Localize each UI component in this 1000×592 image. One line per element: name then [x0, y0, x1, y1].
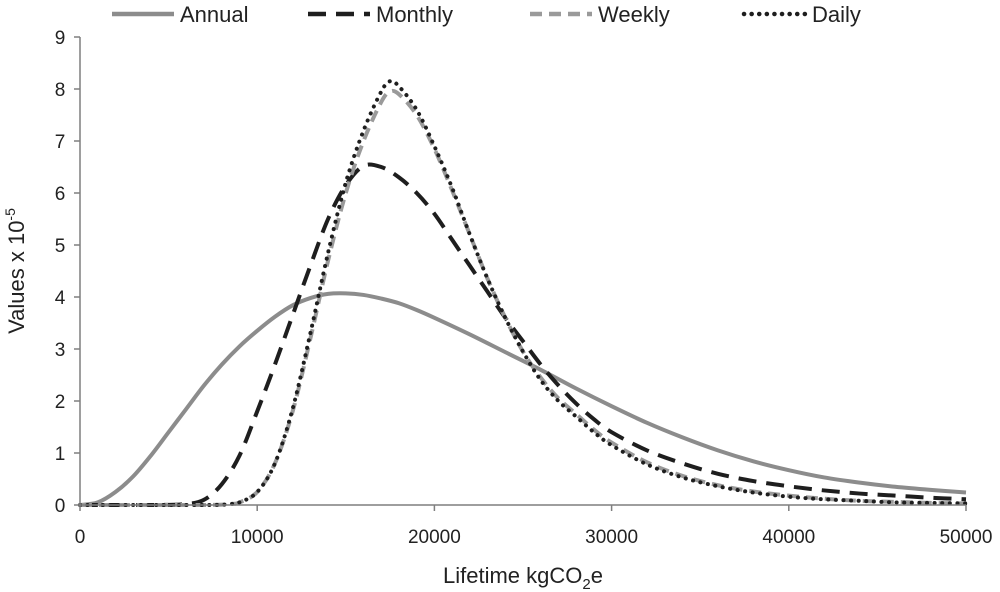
y-tick-label: 5	[55, 236, 66, 257]
axis-ticks	[74, 36, 967, 511]
legend-label-daily: Daily	[812, 2, 861, 27]
y-tick-label: 3	[55, 340, 66, 361]
legend-label-weekly: Weekly	[598, 2, 670, 27]
y-tick-label: 2	[55, 392, 66, 413]
legend-label-annual: Annual	[180, 2, 249, 27]
series-line-daily	[78, 78, 968, 508]
y-tick-label: 4	[55, 288, 66, 309]
y-tick-label: 7	[55, 132, 66, 153]
series-lines	[78, 78, 968, 508]
x-axis-title: Lifetime kgCO2e	[443, 563, 603, 592]
y-tick-label: 8	[55, 80, 66, 101]
x-tick-label: 30000	[585, 527, 638, 548]
legend: Annual Monthly Weekly Daily	[112, 2, 861, 27]
x-tick-label: 50000	[940, 527, 993, 548]
series-line-monthly	[80, 162, 967, 508]
series-line-annual	[79, 291, 967, 507]
y-tick-label: 0	[55, 496, 66, 517]
y-tick-label: 1	[55, 444, 66, 465]
x-tick-label: 10000	[231, 527, 284, 548]
y-tick-label: 6	[55, 184, 66, 205]
x-tick-label: 20000	[408, 527, 461, 548]
x-tick-label: 40000	[762, 527, 815, 548]
y-axis-title: Values x 10-5	[2, 208, 29, 334]
legend-label-monthly: Monthly	[376, 2, 453, 27]
y-tick-labels: 0 1 2 3 4 5 6 7 8 9	[55, 28, 66, 517]
x-tick-label: 0	[75, 527, 86, 548]
y-tick-label: 9	[55, 28, 66, 49]
series-line-weekly	[80, 88, 967, 508]
x-tick-labels: 0 10000 20000 30000 40000 50000	[75, 527, 993, 548]
